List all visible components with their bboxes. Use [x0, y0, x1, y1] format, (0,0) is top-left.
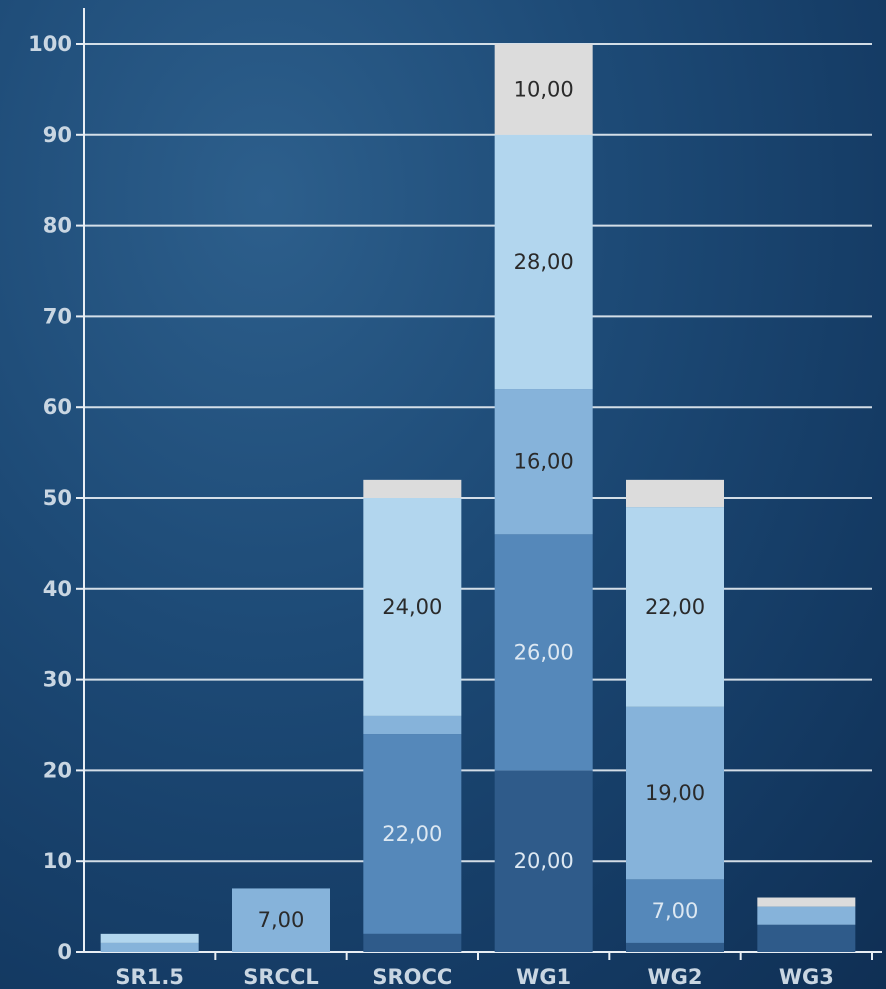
bar-segment: [494, 134, 593, 390]
bar-segment: [494, 44, 593, 135]
bar-segment: [757, 897, 856, 907]
data-label: 28,00: [514, 250, 574, 274]
bar-segment: [363, 498, 462, 716]
data-label: 7,00: [258, 908, 305, 932]
y-tick-label: 90: [43, 123, 72, 147]
bar-segment: [363, 715, 462, 735]
data-label: 26,00: [514, 640, 574, 664]
y-tick-label: 40: [43, 577, 72, 601]
bar-segment: [363, 933, 462, 952]
bar-segment: [494, 389, 593, 535]
data-label: 20,00: [514, 849, 574, 873]
y-tick-label: 30: [43, 668, 72, 692]
x-tick-label: SRCCL: [243, 965, 319, 989]
bar-segment: [100, 942, 199, 952]
y-tick-label: 100: [28, 32, 72, 56]
y-tick-label: 0: [57, 940, 72, 964]
data-label: 19,00: [645, 781, 705, 805]
y-tick-label: 70: [43, 304, 72, 328]
x-tick-label: SR1.5: [115, 965, 184, 989]
bar-segment: [626, 706, 724, 880]
bar-segment: [626, 507, 724, 707]
bar-segment: [626, 479, 724, 508]
bar-segment: [232, 888, 330, 952]
x-tick-label: WG1: [516, 965, 571, 989]
x-tick-label: WG3: [779, 965, 834, 989]
x-tick-label: WG2: [647, 965, 702, 989]
y-tick-label: 80: [43, 214, 72, 238]
bar-segment: [757, 924, 856, 952]
bar-segment: [626, 942, 724, 952]
bar-segment: [363, 479, 462, 498]
data-label: 22,00: [382, 822, 442, 846]
y-tick-label: 10: [43, 849, 72, 873]
bar-segment: [757, 906, 856, 925]
y-tick-label: 20: [43, 758, 72, 782]
data-label: 16,00: [514, 450, 574, 474]
data-label: 7,00: [652, 899, 699, 923]
bar-segment: [363, 734, 462, 934]
x-tick-label: SROCC: [372, 965, 452, 989]
y-tick-label: 50: [43, 486, 72, 510]
bar-segment: [100, 933, 199, 943]
bar-segment: [494, 534, 593, 771]
y-tick-label: 60: [43, 395, 72, 419]
data-label: 22,00: [645, 595, 705, 619]
bar-segment: [626, 879, 724, 943]
bar-segment: [494, 770, 593, 952]
data-label: 10,00: [514, 77, 574, 101]
data-label: 24,00: [382, 595, 442, 619]
